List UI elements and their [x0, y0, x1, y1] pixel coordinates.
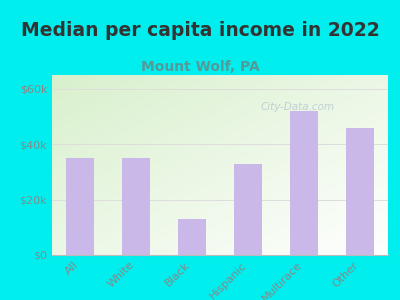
Text: Median per capita income in 2022: Median per capita income in 2022: [21, 21, 379, 40]
Text: City-Data.com: City-Data.com: [260, 102, 334, 112]
Text: Mount Wolf, PA: Mount Wolf, PA: [141, 60, 259, 74]
Bar: [178, 219, 206, 255]
Bar: [290, 111, 318, 255]
Bar: [234, 164, 262, 255]
Bar: [122, 158, 150, 255]
Bar: [66, 158, 94, 255]
Bar: [346, 128, 374, 255]
